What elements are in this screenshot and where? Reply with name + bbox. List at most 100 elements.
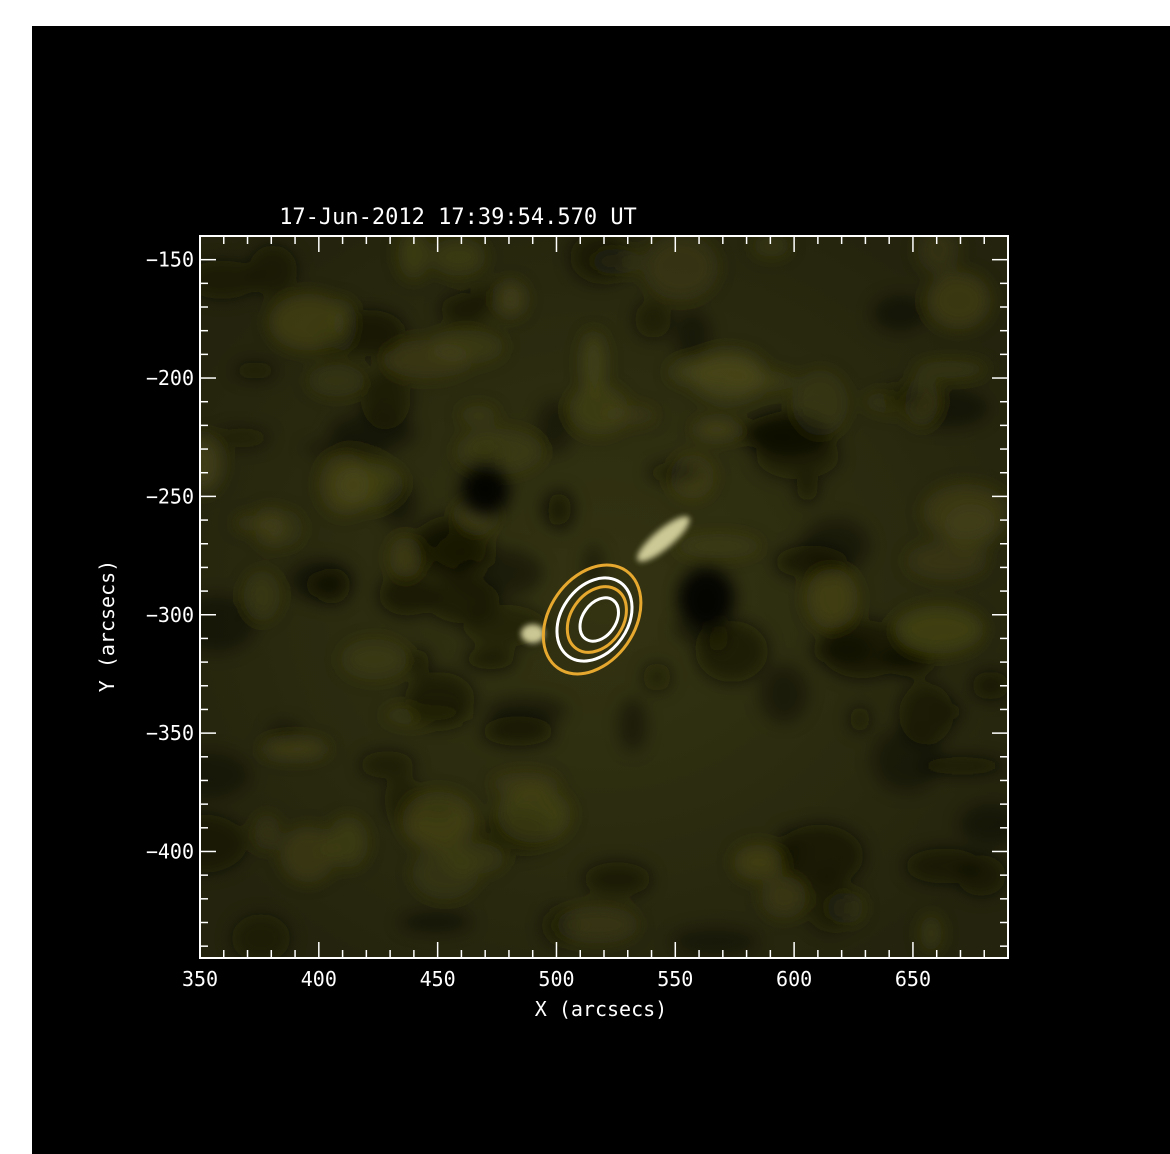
texture-blob [669, 358, 757, 386]
texture-blob [849, 706, 870, 733]
texture-blob [648, 462, 705, 483]
texture-blob [917, 236, 960, 274]
texture-blob [233, 515, 274, 532]
y-tick-label: −200 [146, 366, 194, 390]
texture-blob [733, 844, 783, 880]
texture-blob [333, 298, 355, 354]
texture-blob [266, 510, 303, 547]
y-tick-label: −350 [146, 721, 194, 745]
texture-blob [268, 722, 301, 742]
texture-blob [426, 578, 500, 624]
texture-blob [231, 914, 291, 958]
texture-blob [914, 360, 988, 378]
texture-blob [408, 649, 429, 677]
texture-blob [569, 384, 628, 435]
texture-blob [389, 537, 422, 578]
texture-blob [360, 369, 411, 430]
texture-blob [340, 639, 408, 680]
texture-blob [634, 300, 672, 339]
texture-blob [485, 697, 567, 725]
texture-blob [243, 571, 281, 621]
texture-blob [234, 361, 276, 380]
texture-blob [693, 419, 740, 440]
texture-blob [497, 786, 571, 843]
texture-blob [440, 293, 490, 326]
texture-blob [919, 756, 1005, 775]
texture-blob [495, 281, 526, 317]
texture-blob [254, 813, 280, 851]
texture-blob [200, 750, 251, 800]
contour-1 [541, 563, 643, 676]
chart-title: 17-Jun-2012 17:39:54.570 UT [279, 205, 637, 230]
texture-blob [280, 826, 336, 883]
texture-blob [431, 237, 486, 276]
texture-blob [920, 914, 942, 952]
texture-blob [214, 428, 270, 448]
texture-blob [399, 911, 473, 933]
texture-blob [398, 236, 430, 280]
y-axis-label: Y (arcsecs) [95, 560, 119, 692]
texture-blob [482, 716, 554, 746]
dark-spot-2 [677, 567, 735, 629]
texture-blob [792, 370, 849, 436]
texture-blob [806, 568, 858, 629]
texture-blob [200, 814, 248, 873]
bright-filament [637, 516, 690, 562]
texture-blob [200, 260, 259, 300]
texture-blob [456, 428, 543, 475]
texture-blob [556, 906, 639, 944]
texture-blob [287, 559, 354, 602]
texture-blob [583, 862, 651, 897]
texture-blob [261, 739, 329, 759]
texture-blob [307, 364, 365, 397]
texture-blob [752, 236, 791, 257]
heatmap-plot: 17-Jun-2012 17:39:54.570 UT 350 400 450 500… [95, 205, 1009, 1021]
plot-canvas: 17-Jun-2012 17:39:54.570 UT 350 400 450 500… [32, 26, 1170, 1154]
texture-blob [459, 405, 497, 425]
texture-blob [670, 926, 760, 957]
contour-layer [541, 563, 643, 676]
texture-blob [465, 648, 517, 670]
texture-blob [200, 594, 257, 653]
axis-ticks: 350 400 450 500 550 600 650 −150 −200 −250 −300 −35… [146, 235, 1009, 991]
texture-blob [248, 245, 298, 296]
texture-blob [444, 843, 505, 874]
x-tick-label: 600 [776, 967, 812, 991]
texture-blob [378, 573, 437, 616]
x-tick-label: 450 [420, 967, 456, 991]
y-tick-label: −400 [146, 839, 194, 863]
texture-blob [536, 400, 574, 454]
contour-4 [578, 596, 620, 643]
texture-blob [871, 727, 942, 793]
texture-blob [759, 664, 808, 723]
texture-blob [761, 876, 806, 919]
x-tick-label: 400 [301, 967, 337, 991]
texture-blob [643, 236, 719, 300]
solar-image [200, 236, 1008, 958]
texture-blob [429, 330, 505, 364]
contour-3 [565, 585, 628, 654]
y-tick-label: −150 [146, 248, 194, 272]
texture-blob [360, 751, 415, 779]
texture-blob [673, 310, 712, 361]
texture-blob [268, 294, 348, 351]
texture-blob [800, 518, 870, 573]
y-tick-label: −250 [146, 484, 194, 508]
x-tick-label: 550 [657, 967, 693, 991]
texture-blob [883, 384, 929, 411]
texture-blob [380, 481, 419, 529]
dark-spot-1 [461, 467, 509, 516]
x-axis-label: X (arcsecs) [535, 997, 667, 1021]
texture-blob [570, 236, 630, 283]
texture-blob [906, 541, 988, 580]
texture-blob [581, 331, 606, 395]
texture-blob [676, 533, 761, 559]
texture-blob [926, 271, 991, 330]
texture-blob [937, 703, 963, 720]
x-tick-label: 350 [182, 967, 218, 991]
texture-blob [540, 492, 572, 527]
x-tick-label: 500 [538, 967, 574, 991]
contour-2 [555, 576, 634, 663]
texture-blob [805, 875, 854, 933]
texture-blob [405, 672, 475, 727]
